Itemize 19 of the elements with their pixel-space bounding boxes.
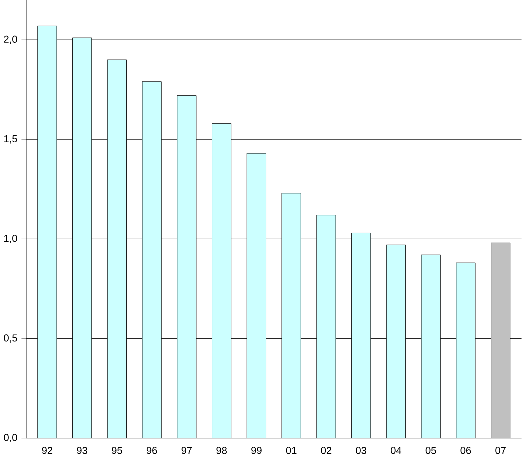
x-tick-label: 07	[496, 447, 506, 454]
y-tick-label: 1,5	[4, 136, 18, 144]
x-tick-label: 02	[321, 447, 332, 454]
x-tick-label: 92	[42, 447, 53, 454]
x-tick-label: 04	[391, 447, 402, 454]
x-tick-label: 95	[112, 447, 122, 454]
x-tick-label: 03	[356, 447, 367, 454]
x-tick-label: 01	[286, 447, 297, 454]
y-tick-label: 1,0	[4, 235, 18, 244]
x-tick-label: 05	[426, 447, 436, 454]
y-tick-label: 2,0	[4, 36, 18, 44]
y-tick-label: 0,0	[4, 434, 18, 443]
x-tick-label: 99	[252, 447, 262, 454]
x-tick-label: 06	[460, 447, 472, 454]
y-tick-label: 0,5	[4, 334, 18, 343]
x-tick-label: 93	[77, 447, 88, 454]
x-tick-label: 97	[182, 447, 192, 454]
x-tick-label: 98	[216, 447, 227, 454]
x-tick-label: 96	[146, 447, 158, 454]
